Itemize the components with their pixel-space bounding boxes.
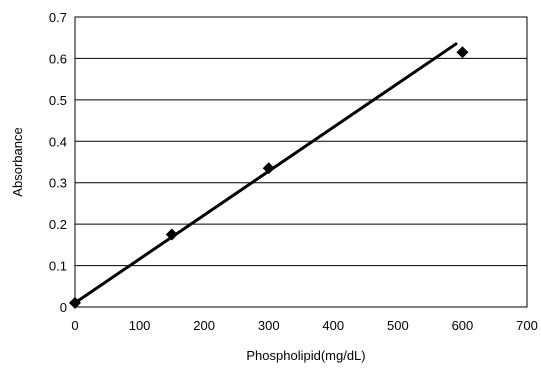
x-tick-label: 700: [516, 318, 538, 333]
data-point: [262, 162, 275, 175]
data-point: [69, 296, 81, 309]
x-tick-label: 0: [71, 318, 78, 333]
trendline-layer: [73, 42, 458, 305]
y-axis-title: Absorbance: [10, 127, 25, 196]
y-tick-label: 0.2: [49, 217, 67, 232]
y-tick-label: 0.1: [49, 259, 67, 274]
y-tick-label: 0.3: [49, 176, 67, 191]
y-tick-label: 0.4: [49, 134, 67, 149]
x-axis-tick-labels: 0 100 200 300 400 500 600 700: [71, 318, 537, 333]
data-point: [165, 228, 178, 241]
y-axis-tick-labels: 0 0.1 0.2 0.3 0.4 0.5 0.6 0.7: [49, 10, 67, 315]
y-tick-label: 0.5: [49, 93, 67, 108]
x-axis-title: Phospholipid(mg/dL): [246, 348, 365, 363]
y-tick-label: 0.7: [49, 10, 67, 25]
x-tick-label: 500: [387, 318, 409, 333]
y-tick-label: 0: [60, 300, 67, 315]
data-point: [456, 46, 469, 59]
plot-area-frame: [74, 16, 528, 308]
x-tick-label: 400: [322, 318, 344, 333]
gridlines: [75, 57, 527, 267]
x-tick-label: 200: [193, 318, 215, 333]
y-tick-label: 0.6: [49, 51, 67, 66]
trendline: [73, 42, 458, 305]
x-tick-label: 100: [129, 318, 151, 333]
x-tick-label: 600: [452, 318, 474, 333]
x-tick-label: 300: [258, 318, 280, 333]
data-points: [69, 46, 469, 309]
